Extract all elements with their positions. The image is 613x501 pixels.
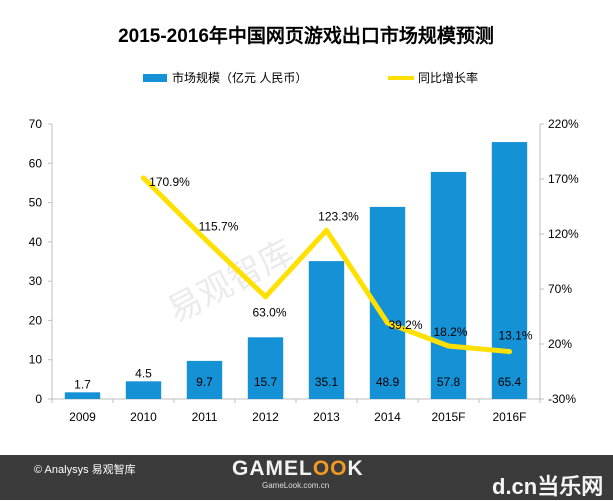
growth-value-label: 170.9%: [149, 175, 190, 189]
growth-point: [385, 320, 390, 326]
growth-point: [263, 294, 268, 300]
y-left-tick-label: 10: [29, 353, 43, 367]
legend-swatch-bar: [143, 74, 167, 82]
bar: [125, 381, 162, 399]
x-tick-label: 2010: [130, 410, 157, 424]
bar-value-label: 9.7: [196, 375, 213, 389]
growth-point: [446, 343, 451, 349]
data-labels: 1.7 4.5 9.7 15.7 35.1 48.9 57.8 65.4 170.9% 115.7…: [74, 175, 533, 391]
x-tick-label: 2016F: [492, 410, 526, 424]
growth-point: [324, 227, 329, 233]
bar: [186, 360, 223, 399]
y-left-tick-label: 30: [29, 274, 43, 288]
y-right-tick-label: -30%: [548, 392, 576, 406]
x-tick-label: 2015F: [431, 410, 465, 424]
legend-label-bar: 市场规模（亿元 人民币）: [172, 70, 307, 85]
axes: 0 10 20 30 40 50 60 70 -30% 20% 70% 120% 170% 220% 200…: [29, 117, 579, 424]
x-tick-label: 2013: [313, 410, 340, 424]
chart-title: 2015-2016年中国网页游戏出口市场规模预测: [118, 24, 494, 47]
y-left-tick-label: 50: [29, 196, 43, 210]
bar: [64, 392, 101, 399]
growth-point: [202, 236, 207, 242]
site-watermark: d.cn当乐网: [492, 474, 604, 499]
y-right-tick-label: 170%: [548, 172, 579, 186]
y-left-tick-label: 40: [29, 235, 43, 249]
growth-point: [141, 175, 146, 181]
growth-value-label: 18.2%: [433, 325, 467, 339]
gamelook-logo-subtext: GameLook.com.cn: [262, 481, 330, 490]
y-right-tick-label: 120%: [548, 227, 579, 241]
x-tick-label: 2011: [192, 410, 218, 424]
y-left-tick-label: 70: [29, 117, 43, 131]
growth-value-label: 123.3%: [318, 209, 359, 223]
footer-bar: © Analysys 易观智库 GAMELOOK GameLook.com.cn…: [0, 455, 613, 500]
y-right-tick-label: 70%: [548, 282, 572, 296]
growth-value-label: 39.2%: [388, 318, 422, 332]
bar-value-label: 1.7: [74, 377, 91, 391]
bar: [491, 142, 528, 400]
y-right-tick-label: 20%: [548, 337, 572, 351]
y-left-tick-label: 60: [29, 156, 43, 170]
bar-value-label: 57.8: [437, 375, 461, 389]
x-tick-label: 2009: [69, 410, 96, 424]
growth-value-label: 13.1%: [498, 329, 532, 343]
x-tick-label: 2014: [374, 410, 401, 424]
bar-series: [64, 142, 528, 400]
x-tick-label: 2012: [252, 410, 279, 424]
legend-label-line: 同比增长率: [418, 70, 478, 85]
y-right-tick-label: 220%: [548, 117, 579, 131]
bar-value-label: 48.9: [376, 375, 400, 389]
bar: [430, 171, 467, 399]
y-left-tick-label: 0: [35, 392, 42, 406]
bar: [247, 337, 284, 399]
y-left-tick-label: 20: [29, 313, 43, 327]
bar: [308, 261, 345, 399]
legend: 市场规模（亿元 人民币） 同比增长率: [143, 70, 478, 85]
bar-value-label: 15.7: [254, 375, 278, 389]
source-credit: © Analysys 易观智库: [34, 464, 136, 476]
line-series: [141, 175, 512, 355]
bar-value-label: 35.1: [315, 375, 339, 389]
growth-value-label: 115.7%: [199, 220, 239, 234]
growth-value-label: 63.0%: [252, 306, 286, 320]
bar-value-label: 65.4: [498, 375, 522, 389]
bar-value-label: 4.5: [135, 366, 152, 380]
growth-point: [507, 349, 512, 355]
gamelook-logo: GAMELOOK: [232, 457, 364, 480]
chart: 2015-2016年中国网页游戏出口市场规模预测 市场规模（亿元 人民币） 同比…: [29, 24, 579, 424]
